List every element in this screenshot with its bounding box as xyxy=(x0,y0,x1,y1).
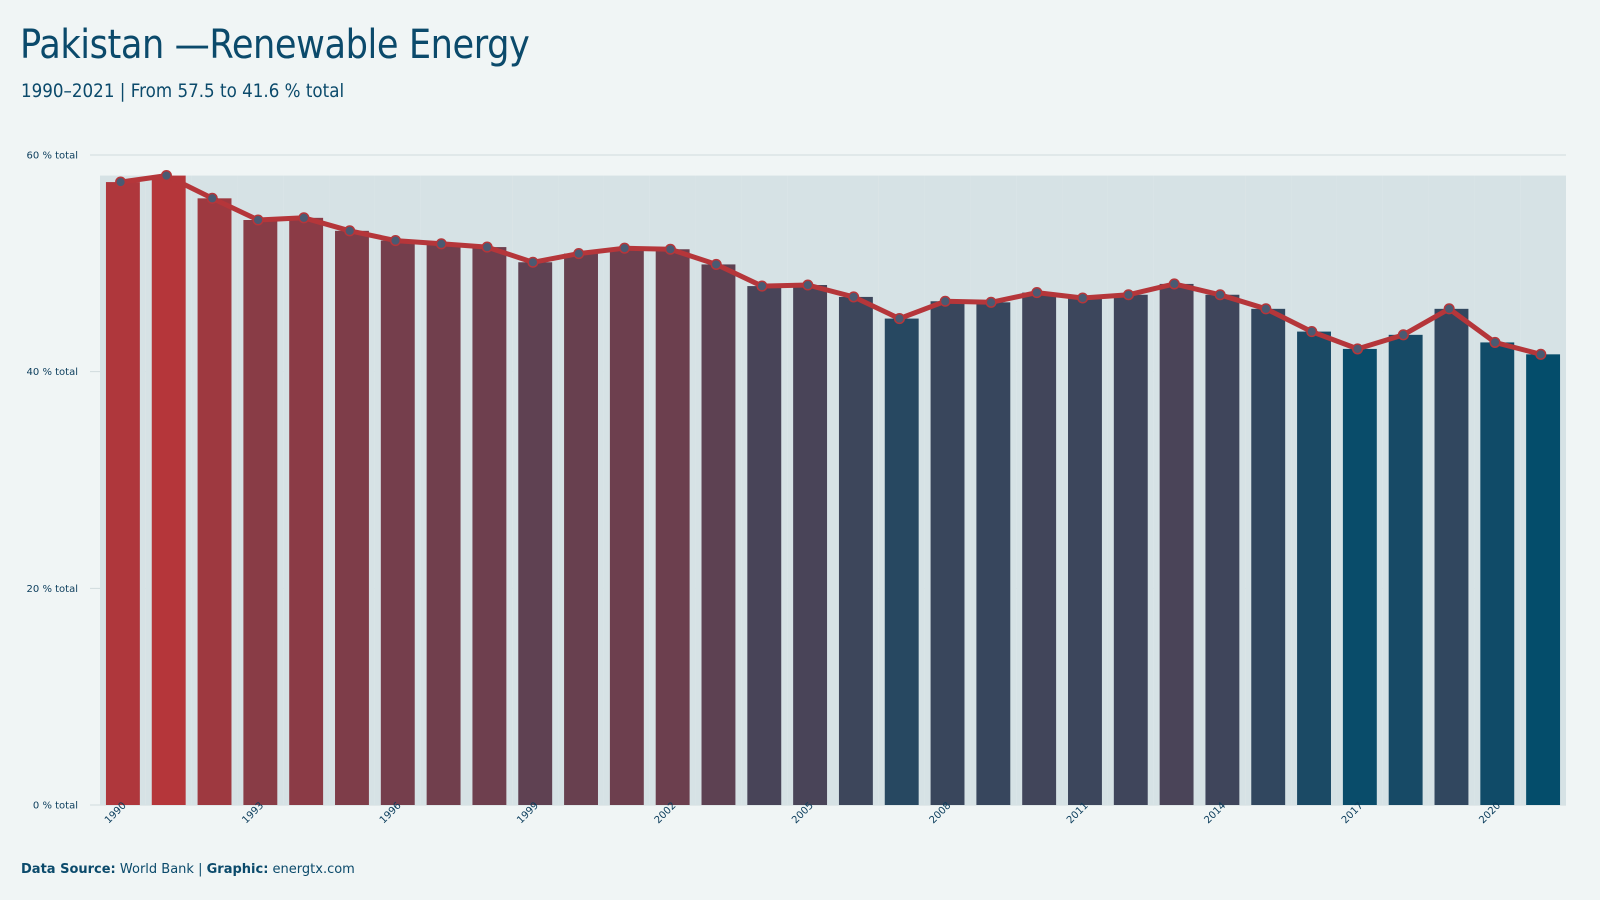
y-axis: 0 % total 20 % total 40 % total 60 % total xyxy=(27,151,78,812)
point-2019 xyxy=(1443,303,1455,315)
point-2010 xyxy=(1031,287,1043,299)
point-2006 xyxy=(848,291,860,303)
y-tick-label: 20 % total xyxy=(27,584,78,595)
bar-2006 xyxy=(838,296,873,805)
bar-2003 xyxy=(701,264,736,806)
graphic-label: Graphic: xyxy=(206,862,269,877)
graphic-value: energtx.com xyxy=(272,862,355,877)
bar-2010 xyxy=(1022,292,1057,805)
bar-layer xyxy=(105,175,1561,806)
bar-1991 xyxy=(151,175,186,806)
y-tick-label: 60 % total xyxy=(27,151,78,162)
bar-2011 xyxy=(1068,298,1102,805)
chart-subtitle: 1990–2021 | From 57.5 to 41.6 % total xyxy=(21,80,345,102)
bar-2019 xyxy=(1434,308,1469,805)
bar-2013 xyxy=(1159,283,1194,806)
marker-layer xyxy=(115,170,1547,360)
point-2013 xyxy=(1168,278,1180,290)
point-2005 xyxy=(802,279,814,291)
point-1991 xyxy=(160,170,172,182)
point-2000 xyxy=(573,248,585,260)
bar-1998 xyxy=(472,247,507,806)
bar-1990 xyxy=(105,182,140,806)
point-2007 xyxy=(893,313,905,325)
y-tick-label: 0 % total xyxy=(33,801,78,812)
point-1990 xyxy=(115,176,127,188)
bar-1999 xyxy=(518,262,553,805)
point-1996 xyxy=(389,235,402,247)
bar-2017 xyxy=(1342,348,1377,805)
point-2008 xyxy=(939,295,951,307)
footer-separator: | xyxy=(198,862,203,877)
point-2012 xyxy=(1122,289,1135,301)
bar-2016 xyxy=(1297,331,1331,805)
point-2021 xyxy=(1535,348,1547,360)
bar-2018 xyxy=(1388,334,1423,805)
bar-2000 xyxy=(564,253,598,806)
point-1993 xyxy=(252,214,264,226)
point-1992 xyxy=(206,192,218,204)
point-1998 xyxy=(481,241,493,253)
bar-2007 xyxy=(884,318,919,805)
bar-2008 xyxy=(930,301,965,805)
point-2018 xyxy=(1397,329,1409,341)
point-1999 xyxy=(527,256,539,268)
bar-2002 xyxy=(655,249,690,805)
bar-1996 xyxy=(380,240,415,806)
point-2014 xyxy=(1214,289,1226,301)
bar-2014 xyxy=(1205,294,1240,805)
source-label: Data Source: xyxy=(21,862,116,877)
point-2009 xyxy=(985,296,997,308)
point-2011 xyxy=(1077,292,1089,304)
point-2017 xyxy=(1352,343,1364,355)
point-2016 xyxy=(1306,326,1318,338)
bar-2021 xyxy=(1526,354,1561,805)
bar-1992 xyxy=(197,198,232,806)
source-value: World Bank xyxy=(119,862,194,877)
bar-2001 xyxy=(609,248,644,805)
bar-2009 xyxy=(976,302,1011,805)
point-1997 xyxy=(435,238,447,250)
footer: Data Source: World Bank | Graphic: energ… xyxy=(21,862,355,877)
bar-1993 xyxy=(243,220,278,805)
line-layer xyxy=(118,173,1544,357)
trend-line xyxy=(118,173,1544,357)
bar-2005 xyxy=(793,285,828,805)
point-2002 xyxy=(664,243,676,255)
bar-1994 xyxy=(289,217,324,806)
bar-1997 xyxy=(426,243,461,806)
y-tick-label: 40 % total xyxy=(27,367,78,378)
point-1995 xyxy=(344,225,356,237)
point-2001 xyxy=(619,242,631,254)
bar-2004 xyxy=(747,286,782,805)
point-2004 xyxy=(756,280,768,292)
bar-2012 xyxy=(1113,294,1148,805)
bar-2015 xyxy=(1251,308,1286,805)
bar-2020 xyxy=(1480,342,1515,805)
point-2003 xyxy=(710,258,722,270)
bar-1995 xyxy=(335,230,369,806)
point-1994 xyxy=(298,212,310,224)
point-2015 xyxy=(1260,303,1272,315)
point-2020 xyxy=(1489,336,1501,348)
chart-title: Pakistan —Renewable Energy xyxy=(20,22,530,68)
